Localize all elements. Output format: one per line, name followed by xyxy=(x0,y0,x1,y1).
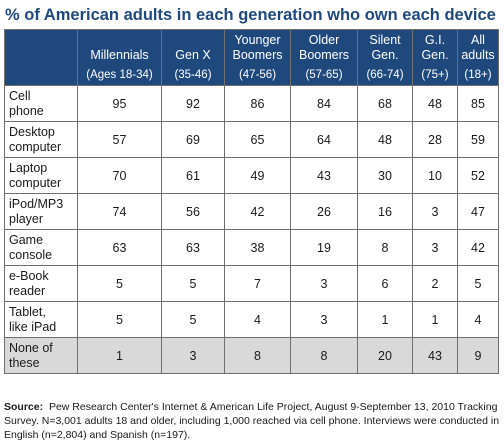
table-cell: 20 xyxy=(357,337,413,374)
column-age-range: (66-74) xyxy=(357,65,413,86)
table-cell: 86 xyxy=(224,85,291,122)
table-row: iPod/MP3 player 74 56 42 26 16 3 47 xyxy=(4,193,499,230)
column-header: All adults xyxy=(457,29,499,65)
header-row-ages: (Ages 18-34) (35-46) (47-56) (57-65) (66-74)… xyxy=(4,65,499,86)
table-body: Cell phone 95 92 86 84 68 48 85 Desktop computer 57… xyxy=(4,85,499,374)
table-cell: 3 xyxy=(290,301,358,338)
table-cell: 9 xyxy=(457,337,499,374)
table-cell: 42 xyxy=(224,193,291,230)
table-cell: 47 xyxy=(457,193,499,230)
source-label: Source: xyxy=(4,401,44,413)
chart-title: % of American adults in each generation … xyxy=(5,6,496,24)
column-header: Gen X xyxy=(161,29,225,65)
table-row: Tablet, like iPad 5 5 4 3 1 1 4 xyxy=(4,301,499,338)
table-cell: 5 xyxy=(161,265,225,302)
table-cell: 65 xyxy=(224,121,291,158)
column-header: Silent Gen. xyxy=(357,29,413,65)
table-cell: 85 xyxy=(457,85,499,122)
table-cell: 63 xyxy=(161,229,225,266)
header-corner xyxy=(4,29,78,65)
row-label: Tablet, like iPad xyxy=(4,301,78,338)
table-cell: 57 xyxy=(77,121,162,158)
table-cell: 68 xyxy=(357,85,413,122)
table-cell: 28 xyxy=(412,121,458,158)
table-cell: 42 xyxy=(457,229,499,266)
row-label: iPod/MP3 player xyxy=(4,193,78,230)
column-age-range: (47-56) xyxy=(224,65,291,86)
table-cell: 8 xyxy=(357,229,413,266)
table-cell: 7 xyxy=(224,265,291,302)
column-age-range: (18+) xyxy=(457,65,499,86)
table-cell: 38 xyxy=(224,229,291,266)
table-cell: 2 xyxy=(412,265,458,302)
table-row: Game console 63 63 38 19 8 3 42 xyxy=(4,229,499,266)
table-cell: 1 xyxy=(412,301,458,338)
table-cell: 5 xyxy=(77,265,162,302)
table-cell: 30 xyxy=(357,157,413,194)
table-cell: 48 xyxy=(357,121,413,158)
column-header: Millennials xyxy=(77,29,162,65)
row-label: Game console xyxy=(4,229,78,266)
table-cell: 8 xyxy=(224,337,291,374)
table-cell: 3 xyxy=(290,265,358,302)
table-cell: 92 xyxy=(161,85,225,122)
table-cell: 10 xyxy=(412,157,458,194)
header-corner-age xyxy=(4,65,78,86)
table-row: None of these 1 3 8 8 20 43 9 xyxy=(4,337,499,374)
row-label: None of these xyxy=(4,337,78,374)
row-label: Desktop computer xyxy=(4,121,78,158)
table-cell: 19 xyxy=(290,229,358,266)
column-header: Older Boomers xyxy=(290,29,358,65)
table-cell: 3 xyxy=(161,337,225,374)
table-cell: 26 xyxy=(290,193,358,230)
table-row: e-Book reader 5 5 7 3 6 2 5 xyxy=(4,265,499,302)
table-cell: 48 xyxy=(412,85,458,122)
column-age-range: (75+) xyxy=(412,65,458,86)
row-label: Laptop computer xyxy=(4,157,78,194)
table-cell: 69 xyxy=(161,121,225,158)
table-cell: 63 xyxy=(77,229,162,266)
header-row-names: Millennials Gen X Younger Boomers Older Boome… xyxy=(4,29,499,65)
table-cell: 5 xyxy=(77,301,162,338)
row-label: e-Book reader xyxy=(4,265,78,302)
table-cell: 4 xyxy=(457,301,499,338)
table-cell: 4 xyxy=(224,301,291,338)
table-cell: 95 xyxy=(77,85,162,122)
table-cell: 56 xyxy=(161,193,225,230)
table-cell: 3 xyxy=(412,193,458,230)
column-age-range: (35-46) xyxy=(161,65,225,86)
source-note: Source: Pew Research Center's Internet &… xyxy=(4,400,500,442)
table-cell: 43 xyxy=(412,337,458,374)
table-cell: 16 xyxy=(357,193,413,230)
row-label: Cell phone xyxy=(4,85,78,122)
source-text: Pew Research Center's Internet & America… xyxy=(4,401,500,441)
table-cell: 84 xyxy=(290,85,358,122)
table-row: Laptop computer 70 61 49 43 30 10 52 xyxy=(4,157,499,194)
device-ownership-table: Millennials Gen X Younger Boomers Older Boome… xyxy=(4,29,499,374)
table-cell: 1 xyxy=(357,301,413,338)
table-cell: 1 xyxy=(77,337,162,374)
table-cell: 70 xyxy=(77,157,162,194)
table-cell: 3 xyxy=(412,229,458,266)
table-cell: 6 xyxy=(357,265,413,302)
table-cell: 74 xyxy=(77,193,162,230)
table-cell: 64 xyxy=(290,121,358,158)
table-cell: 5 xyxy=(457,265,499,302)
table-row: Desktop computer 57 69 65 64 48 28 59 xyxy=(4,121,499,158)
table-cell: 8 xyxy=(290,337,358,374)
table-cell: 61 xyxy=(161,157,225,194)
table-cell: 59 xyxy=(457,121,499,158)
column-header: G.I. Gen. xyxy=(412,29,458,65)
table-cell: 52 xyxy=(457,157,499,194)
column-age-range: (Ages 18-34) xyxy=(77,65,162,86)
table-cell: 5 xyxy=(161,301,225,338)
column-header: Younger Boomers xyxy=(224,29,291,65)
table-cell: 43 xyxy=(290,157,358,194)
column-age-range: (57-65) xyxy=(290,65,358,86)
table-row: Cell phone 95 92 86 84 68 48 85 xyxy=(4,85,499,122)
table-cell: 49 xyxy=(224,157,291,194)
